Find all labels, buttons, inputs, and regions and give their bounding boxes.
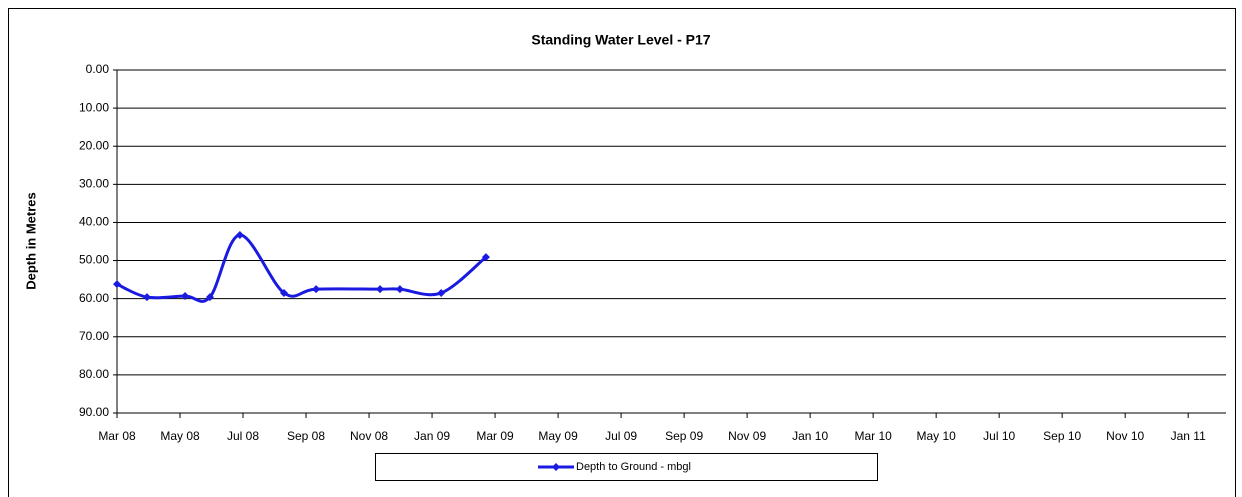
y-tick-label: 70.00 xyxy=(79,329,109,343)
y-tick-label: 80.00 xyxy=(79,367,109,381)
chart-border xyxy=(8,8,1236,497)
point-marker xyxy=(312,285,321,294)
x-tick-label: May 10 xyxy=(916,429,956,443)
x-tick-label: Sep 09 xyxy=(665,429,703,443)
point-marker xyxy=(235,231,244,240)
y-tick-label: 50.00 xyxy=(79,253,109,267)
x-tick-label: Sep 08 xyxy=(287,429,325,443)
x-tick-label: Jul 10 xyxy=(983,429,1015,443)
y-tick-label: 30.00 xyxy=(79,177,109,191)
x-tick-label: May 08 xyxy=(160,429,200,443)
point-marker xyxy=(181,291,190,300)
y-tick-label: 10.00 xyxy=(79,100,109,114)
legend-marker xyxy=(552,463,560,471)
x-tick-label: May 09 xyxy=(538,429,578,443)
x-tick-label: Nov 08 xyxy=(350,429,388,443)
point-marker xyxy=(481,253,490,262)
y-tick-label: 40.00 xyxy=(79,215,109,229)
x-tick-label: Mar 08 xyxy=(98,429,136,443)
legend-box xyxy=(375,453,878,481)
point-marker xyxy=(376,285,385,294)
x-tick-label: Sep 10 xyxy=(1043,429,1081,443)
x-tick-label: Jan 10 xyxy=(792,429,828,443)
point-marker xyxy=(142,293,151,302)
x-tick-label: Jan 09 xyxy=(414,429,450,443)
x-tick-label: Jul 08 xyxy=(227,429,259,443)
x-tick-label: Mar 09 xyxy=(476,429,514,443)
point-marker xyxy=(279,288,288,297)
y-tick-label: 20.00 xyxy=(79,138,109,152)
point-marker xyxy=(205,293,214,302)
point-marker xyxy=(113,280,121,289)
y-tick-label: 90.00 xyxy=(79,405,109,419)
x-tick-label: Jan 11 xyxy=(1171,429,1206,443)
x-tick-label: Nov 09 xyxy=(728,429,766,443)
y-tick-label: 0.00 xyxy=(86,62,110,76)
x-tick-label: Jul 09 xyxy=(605,429,637,443)
chart-title: Standing Water Level - P17 xyxy=(531,32,710,48)
point-marker xyxy=(437,288,446,297)
legend-label: Depth to Ground - mbgl xyxy=(576,461,691,473)
y-axis-title: Depth in Metres xyxy=(23,192,38,290)
x-tick-label: Nov 10 xyxy=(1106,429,1144,443)
x-tick-label: Mar 10 xyxy=(854,429,892,443)
point-marker xyxy=(395,285,404,294)
y-tick-label: 60.00 xyxy=(79,291,109,305)
